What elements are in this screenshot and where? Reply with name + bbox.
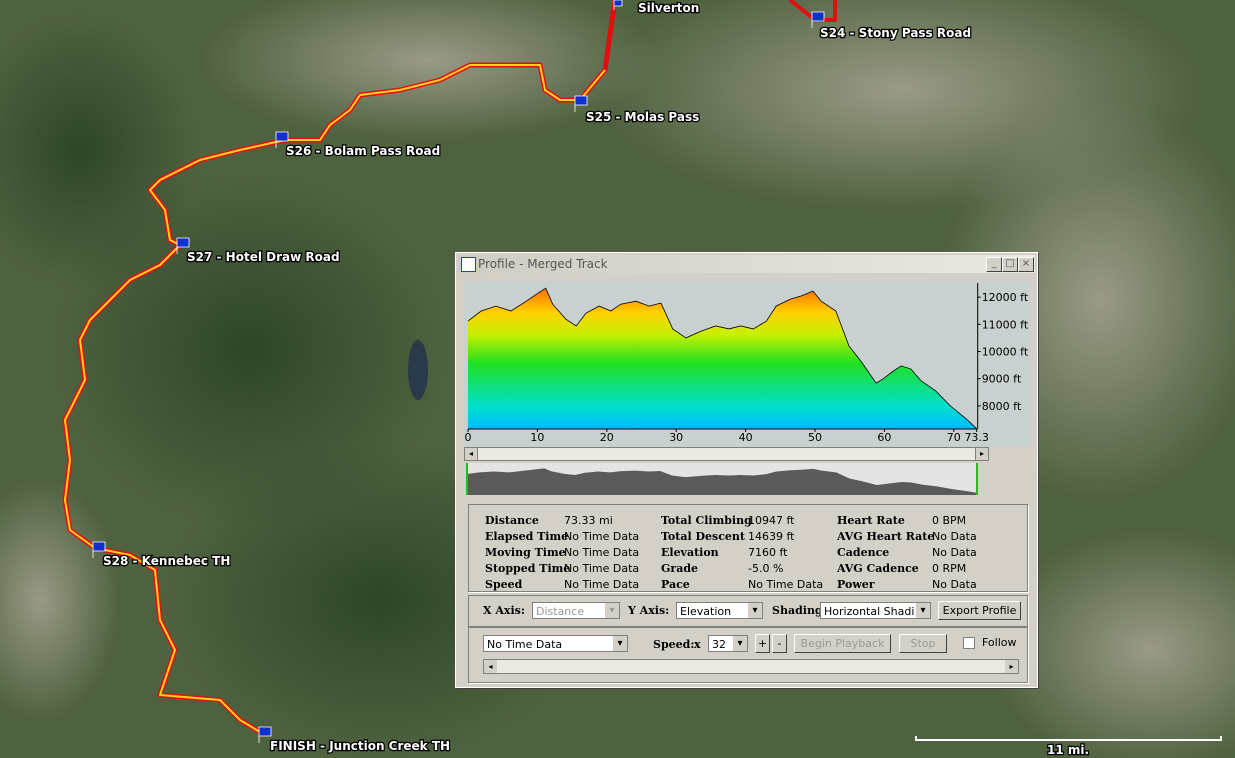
stat-label: Pace <box>661 578 690 591</box>
profile-window[interactable]: Profile - Merged Track _ □ × 0 10 20 30 40 50… <box>455 252 1038 688</box>
playback-panel <box>468 627 1028 683</box>
x-axis-label: X Axis: <box>483 604 525 617</box>
stats-panel <box>468 504 1028 592</box>
export-button[interactable]: Export Profile <box>938 601 1021 620</box>
maximize-button[interactable]: □ <box>1002 257 1018 272</box>
scale-bar: 11 mi. <box>915 736 1222 758</box>
window-title: Profile - Merged Track <box>478 257 608 271</box>
playback-slider[interactable]: ◂ ▸ <box>483 659 1019 674</box>
y-tick-label: 11000 ft <box>982 318 1029 331</box>
stat-value: 0 RPM <box>932 562 967 575</box>
stat-label: Stopped Time <box>485 562 571 575</box>
x-tick-label: 10 <box>530 431 544 444</box>
time-field[interactable]: No Time Data <box>483 635 628 652</box>
stat-value: 14639 ft <box>748 530 795 543</box>
playback-button[interactable]: Begin Playback <box>794 634 891 653</box>
waypoint-label[interactable]: S28 - Kennebec TH <box>102 553 232 570</box>
y-tick-label: 12000 ft <box>982 291 1029 304</box>
y-tick-label: 8000 ft <box>982 400 1022 413</box>
follow-label: Follow <box>982 636 1017 649</box>
x-axis-select[interactable]: Distance <box>532 602 620 619</box>
stat-label: Elapsed Time <box>485 530 569 543</box>
minimize-button[interactable]: _ <box>986 257 1002 272</box>
x-tick-label: 30 <box>669 431 683 444</box>
waypoint-label[interactable]: FINISH - Junction Creek TH <box>269 738 452 755</box>
stat-label: Power <box>837 578 875 591</box>
y-tick-label: 10000 ft <box>982 346 1029 359</box>
x-tick-label: 50 <box>808 431 822 444</box>
waypoint-label[interactable]: S24 - Stony Pass Road <box>819 25 973 42</box>
stat-label: Distance <box>485 514 539 527</box>
stat-value: 73.33 mi <box>564 514 613 527</box>
stat-value: 10947 ft <box>748 514 795 527</box>
title-bar: Profile - Merged Track _ □ × <box>458 255 1035 273</box>
x-tick-label: 20 <box>600 431 614 444</box>
stat-label: Grade <box>661 562 699 575</box>
waypoint-label[interactable]: S25 - Molas Pass <box>585 109 701 126</box>
close-button[interactable]: × <box>1018 257 1034 272</box>
shading-label: Shading: <box>772 604 827 617</box>
stat-value: No Time Data <box>564 530 640 543</box>
stat-value: 0 BPM <box>932 514 967 527</box>
x-tick-label: 0 <box>465 431 472 444</box>
elevation-area-fill <box>468 288 977 429</box>
waypoint-flags[interactable] <box>92 0 825 743</box>
stat-value: No Data <box>932 530 977 543</box>
stop-button[interactable]: Stop <box>899 634 947 653</box>
speed-multiplier: x <box>694 638 701 651</box>
stat-value: No Time Data <box>564 546 640 559</box>
waypoint-label[interactable]: Silverton <box>637 0 701 16</box>
speed-field[interactable]: 32 <box>708 635 748 652</box>
stat-value: -5.0 % <box>748 562 784 575</box>
overview-strip[interactable] <box>466 463 978 495</box>
x-tick-label: 70 <box>947 431 961 444</box>
elevation-chart: 0 10 20 30 40 50 60 70 73.3 8000 ft 9000 ft 10000 f… <box>464 281 1031 447</box>
y-axis-select[interactable]: Elevation <box>676 602 763 619</box>
axis-panel <box>468 595 1028 627</box>
shading-select[interactable]: Horizontal Shading <box>820 602 931 619</box>
stat-value: No Time Data <box>748 578 824 591</box>
x-tick-label: 60 <box>877 431 891 444</box>
speed-up-button[interactable]: + <box>755 634 770 653</box>
elevation-line <box>467 287 977 430</box>
stat-label: AVG Heart Rate <box>837 530 935 543</box>
stat-value: No Data <box>932 578 977 591</box>
y-tick-label: 9000 ft <box>982 373 1022 386</box>
stat-label: Cadence <box>837 546 890 559</box>
stat-label: Total Descent <box>661 530 745 543</box>
waypoint-label[interactable]: S26 - Bolam Pass Road <box>285 143 442 160</box>
window-icon <box>461 257 476 272</box>
stat-label: Moving Time <box>485 546 566 559</box>
stat-value: No Data <box>932 546 977 559</box>
speed-down-button[interactable]: - <box>772 634 787 653</box>
chart-scrollbar[interactable]: ◂ ▸ <box>464 447 989 461</box>
speed-label: Speed: <box>653 638 695 651</box>
stat-value: No Time Data <box>564 562 640 575</box>
x-tick-label: 40 <box>739 431 753 444</box>
stat-value: 7160 ft <box>748 546 788 559</box>
stat-label: Total Climbing <box>661 514 752 527</box>
y-axis-label: Y Axis: <box>628 604 670 617</box>
x-tick-label: 73.3 <box>964 431 989 444</box>
scale-label: 11 mi. <box>1047 743 1089 757</box>
stat-label: AVG Cadence <box>837 562 919 575</box>
overview-area <box>466 468 978 495</box>
stat-label: Heart Rate <box>837 514 905 527</box>
stat-value: No Time Data <box>564 578 640 591</box>
stat-label: Elevation <box>661 546 719 559</box>
follow-checkbox[interactable] <box>963 637 975 649</box>
waypoint-label[interactable]: S27 - Hotel Draw Road <box>186 249 341 266</box>
stat-label: Speed <box>485 578 523 591</box>
